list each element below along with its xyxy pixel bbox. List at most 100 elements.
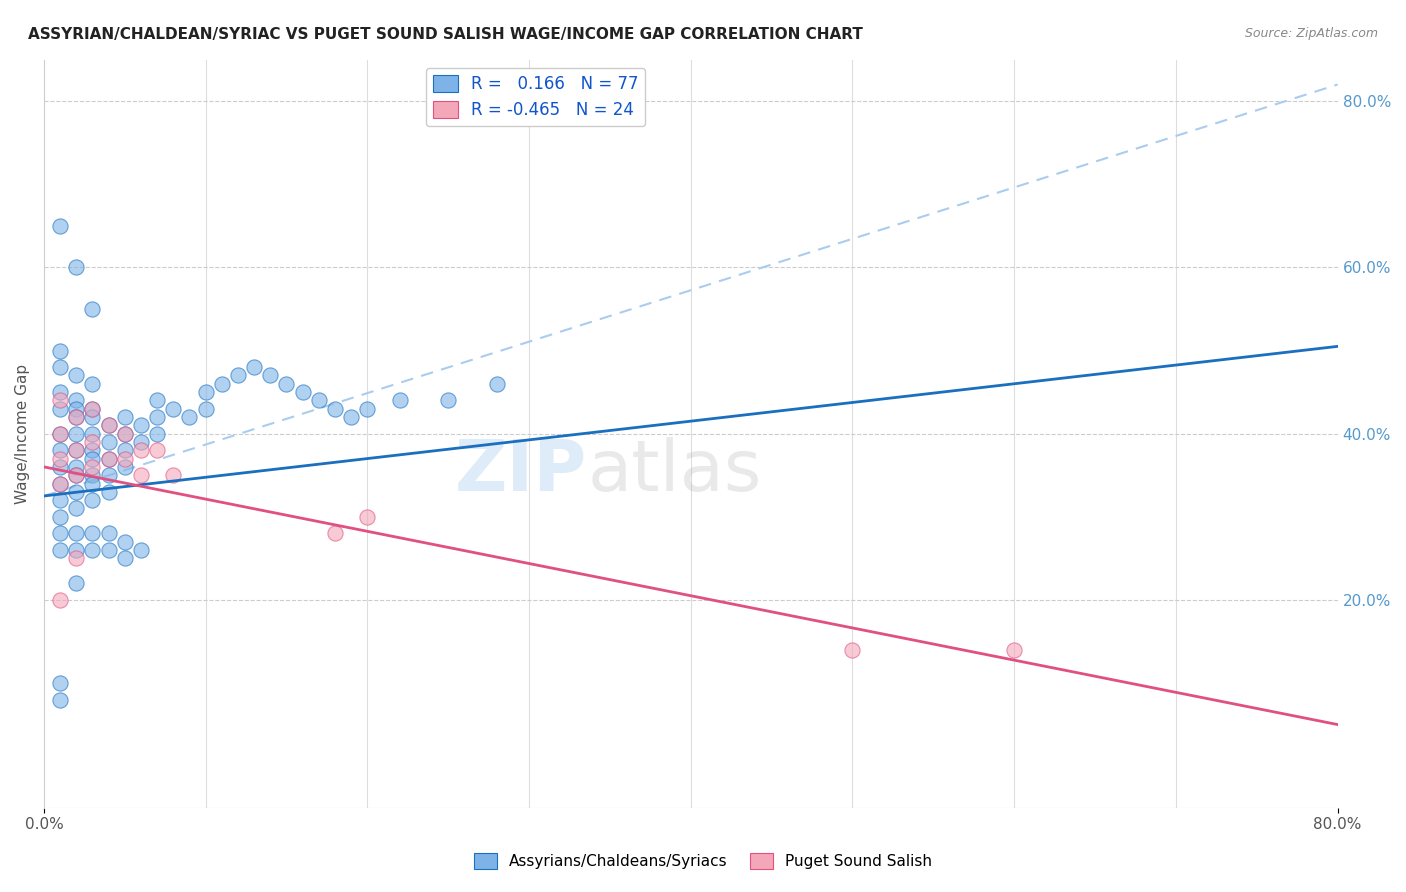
Point <box>97 543 120 558</box>
Point <box>146 393 169 408</box>
Point <box>49 401 72 416</box>
Point <box>259 368 281 383</box>
Point <box>49 443 72 458</box>
Point <box>65 410 87 425</box>
Point <box>340 410 363 425</box>
Point <box>65 551 87 566</box>
Point <box>82 526 104 541</box>
Point <box>356 509 378 524</box>
Point <box>49 343 72 358</box>
Point <box>226 368 249 383</box>
Point <box>49 593 72 607</box>
Point <box>97 451 120 466</box>
Point <box>49 393 72 408</box>
Point <box>49 676 72 690</box>
Point <box>129 418 152 433</box>
Point <box>49 692 72 706</box>
Point <box>485 376 508 391</box>
Point <box>97 418 120 433</box>
Point <box>841 642 863 657</box>
Point <box>82 459 104 474</box>
Point <box>129 468 152 483</box>
Point <box>65 576 87 591</box>
Point <box>97 526 120 541</box>
Point <box>97 418 120 433</box>
Point <box>1002 642 1025 657</box>
Point <box>114 426 136 441</box>
Point <box>65 543 87 558</box>
Point <box>49 543 72 558</box>
Point <box>129 434 152 449</box>
Point <box>65 526 87 541</box>
Point <box>82 443 104 458</box>
Point <box>49 526 72 541</box>
Y-axis label: Wage/Income Gap: Wage/Income Gap <box>15 364 30 504</box>
Point <box>97 451 120 466</box>
Point <box>49 219 72 233</box>
Point <box>114 459 136 474</box>
Text: ASSYRIAN/CHALDEAN/SYRIAC VS PUGET SOUND SALISH WAGE/INCOME GAP CORRELATION CHART: ASSYRIAN/CHALDEAN/SYRIAC VS PUGET SOUND … <box>28 27 863 42</box>
Point <box>114 426 136 441</box>
Point <box>146 426 169 441</box>
Point <box>49 459 72 474</box>
Point <box>65 484 87 499</box>
Legend: R =   0.166   N = 77, R = -0.465   N = 24: R = 0.166 N = 77, R = -0.465 N = 24 <box>426 68 645 126</box>
Point <box>65 410 87 425</box>
Point <box>65 501 87 516</box>
Point <box>82 301 104 316</box>
Point <box>114 443 136 458</box>
Point <box>82 401 104 416</box>
Point <box>162 468 184 483</box>
Text: Source: ZipAtlas.com: Source: ZipAtlas.com <box>1244 27 1378 40</box>
Point <box>146 410 169 425</box>
Point <box>194 401 217 416</box>
Point <box>82 426 104 441</box>
Point <box>308 393 330 408</box>
Point <box>65 443 87 458</box>
Legend: Assyrians/Chaldeans/Syriacs, Puget Sound Salish: Assyrians/Chaldeans/Syriacs, Puget Sound… <box>467 847 939 875</box>
Point <box>114 451 136 466</box>
Point <box>179 410 201 425</box>
Point <box>97 484 120 499</box>
Point <box>49 509 72 524</box>
Point <box>356 401 378 416</box>
Point <box>65 260 87 275</box>
Point <box>82 493 104 508</box>
Point <box>49 451 72 466</box>
Point <box>114 410 136 425</box>
Point <box>211 376 233 391</box>
Point <box>82 476 104 491</box>
Point <box>243 360 266 375</box>
Point <box>114 534 136 549</box>
Point <box>114 551 136 566</box>
Point <box>129 443 152 458</box>
Point <box>276 376 298 391</box>
Point <box>82 410 104 425</box>
Point <box>323 526 346 541</box>
Point <box>49 493 72 508</box>
Point <box>388 393 411 408</box>
Point <box>65 468 87 483</box>
Point <box>194 385 217 400</box>
Point <box>97 434 120 449</box>
Point <box>82 468 104 483</box>
Point <box>65 426 87 441</box>
Point <box>82 543 104 558</box>
Point <box>97 468 120 483</box>
Point <box>49 476 72 491</box>
Point <box>65 393 87 408</box>
Text: atlas: atlas <box>588 436 762 506</box>
Point <box>82 376 104 391</box>
Point <box>49 385 72 400</box>
Point <box>49 476 72 491</box>
Point <box>49 426 72 441</box>
Point <box>323 401 346 416</box>
Point <box>49 426 72 441</box>
Point <box>162 401 184 416</box>
Point <box>65 459 87 474</box>
Point <box>82 401 104 416</box>
Point <box>82 434 104 449</box>
Point <box>65 468 87 483</box>
Text: ZIP: ZIP <box>456 436 588 506</box>
Point <box>49 360 72 375</box>
